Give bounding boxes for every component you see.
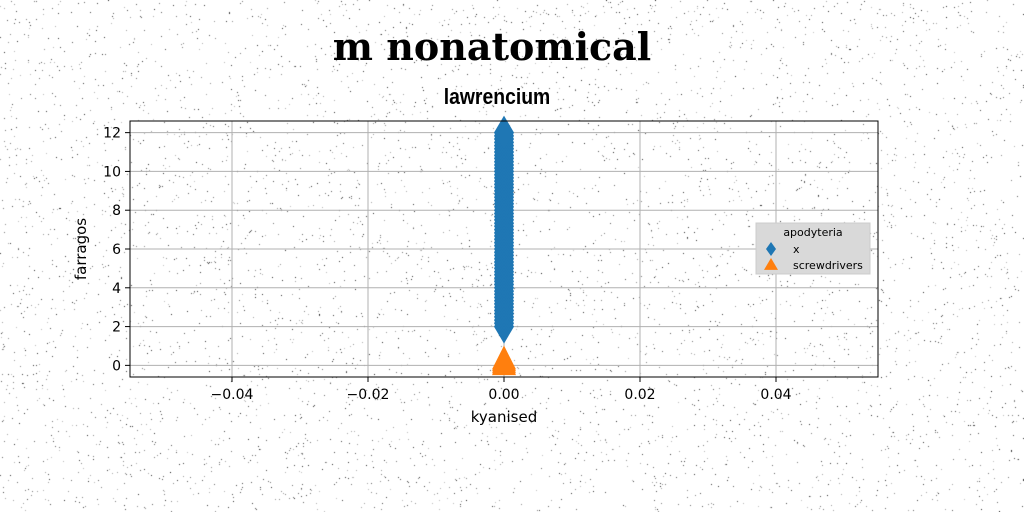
legend-label-x: x — [793, 243, 800, 256]
data-point-screwdrivers — [492, 346, 516, 370]
x-tick-label: −0.02 — [347, 387, 390, 403]
legend: apodyteria x screwdrivers — [756, 223, 870, 274]
y-tick-label: 0 — [112, 358, 121, 374]
x-tick-label: 0.00 — [488, 387, 519, 403]
x-tick-label: 0.02 — [624, 387, 655, 403]
y-axis-label: farragos — [72, 218, 90, 280]
legend-title: apodyteria — [783, 226, 842, 239]
y-tick-label: 12 — [103, 126, 121, 142]
y-tick-label: 8 — [112, 203, 121, 219]
axis-ticks: −0.04 −0.02 0.00 0.02 0.04 0 2 4 6 8 10 12 — [103, 126, 792, 403]
y-tick-label: 6 — [112, 242, 121, 258]
y-tick-label: 2 — [112, 320, 121, 336]
y-tick-label: 4 — [112, 281, 121, 297]
data-marks — [492, 116, 516, 376]
y-tick-label: 10 — [103, 164, 121, 180]
x-axis-label: kyanised — [471, 408, 537, 426]
x-tick-label: −0.04 — [211, 387, 254, 403]
x-tick-label: 0.04 — [760, 387, 791, 403]
legend-label-screwdrivers: screwdrivers — [793, 259, 863, 272]
